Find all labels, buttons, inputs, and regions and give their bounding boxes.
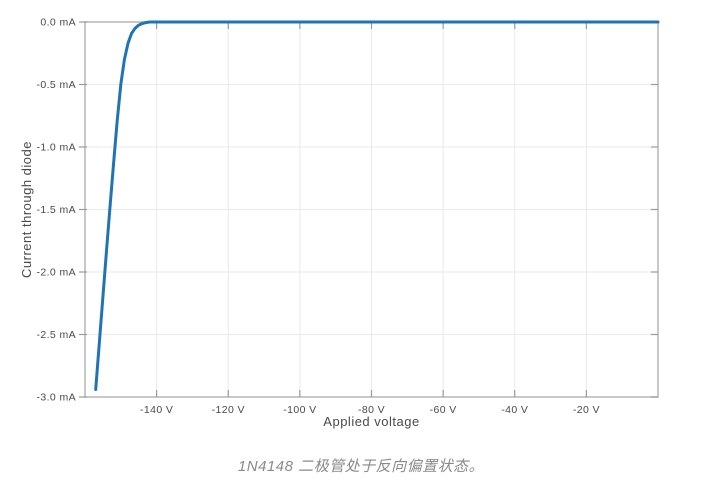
x-tick-label: -80 V [358,404,385,416]
x-tick-label: -100 V [283,404,316,416]
y-tick-label: -3.0 mA [36,392,76,404]
y-axis-title: Current through diode [19,141,34,278]
x-tick-label: -140 V [140,404,173,416]
diode-iv-chart: -140 V -120 V -100 V -80 V -60 V -40 V -20 V 0.… [19,17,660,429]
x-tick-label: -60 V [430,404,457,416]
x-tick-label: -20 V [573,404,600,416]
x-tick-label: -120 V [212,404,245,416]
y-tick-label: -2.0 mA [36,267,76,279]
diode-curve [94,20,660,391]
y-tick-label: -1.5 mA [36,204,76,216]
diode-iv-figure: -140 V -120 V -100 V -80 V -60 V -40 V -20 V 0.… [19,17,660,475]
y-tick-label: 0.0 mA [40,17,76,29]
y-tick-label: -1.0 mA [36,142,76,154]
y-tick-label: -2.5 mA [36,329,76,341]
x-axis-title: Applied voltage [323,414,419,429]
y-tick-label: -0.5 mA [36,79,76,91]
x-tick-label: -40 V [501,404,528,416]
figure-caption: 1N4148 二极管处于反向偏置状态。 [237,458,485,475]
